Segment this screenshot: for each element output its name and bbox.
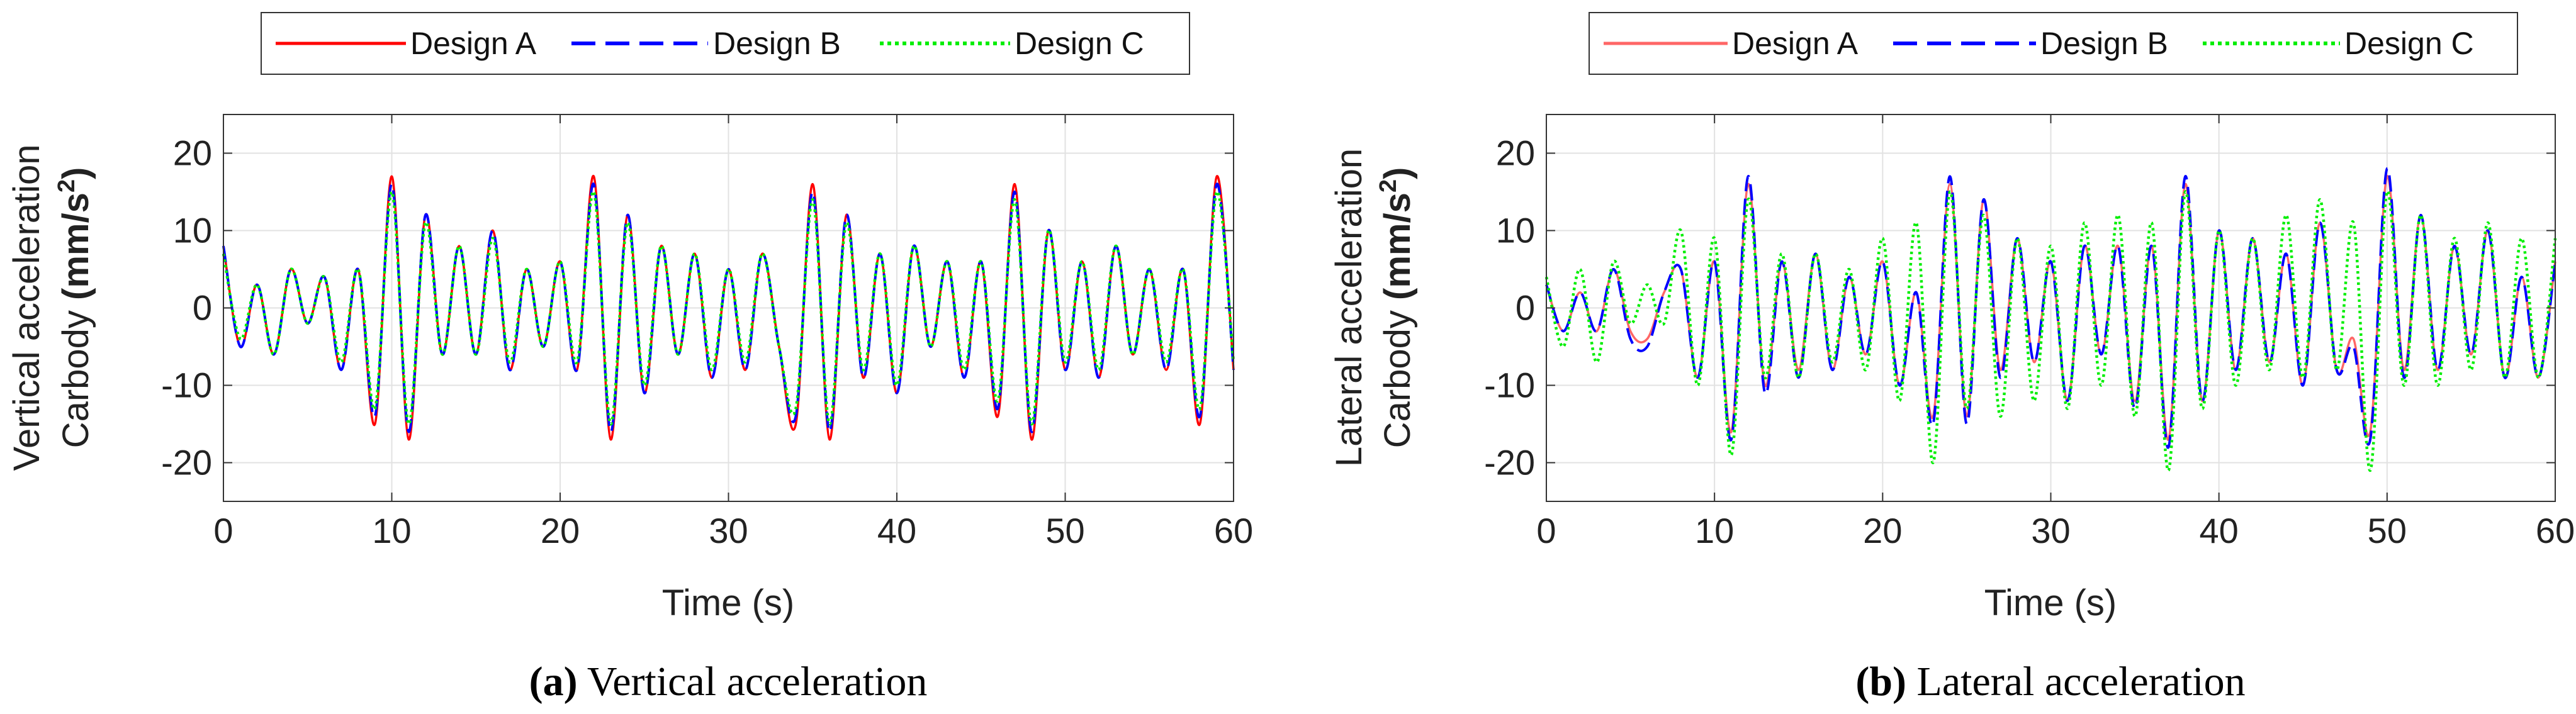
y-tick-label: -10	[161, 365, 212, 405]
gridlines	[223, 114, 1234, 501]
y-axis-label-line2: Carbody (mm/s2)	[53, 167, 96, 449]
y-tick-label: 10	[1496, 211, 1535, 250]
legend-label-design-c: Design C	[2344, 26, 2474, 61]
gridlines	[1546, 114, 2556, 501]
tick-labels: 0 10 20 30 40 50 60 -20 -10 0 10 20	[161, 133, 1253, 551]
x-tick-label: 20	[541, 511, 580, 550]
y-tick-label: 20	[1496, 133, 1535, 173]
y-axis-label-unit-sup: 2	[53, 179, 80, 192]
y-axis-label-prefix: Carbody	[55, 300, 96, 448]
axes: 0 10 20 30 40 50 60 -20 -10 0 10 20	[1484, 114, 2575, 550]
series-line-design-c	[222, 190, 1235, 426]
x-tick-label: 30	[2031, 511, 2070, 550]
y-axis-label-unit-end: )	[1377, 167, 1418, 179]
y-tick-label: 10	[173, 211, 212, 250]
y-tick-label: 0	[1516, 288, 1535, 328]
x-tick-label: 0	[1536, 511, 1556, 550]
x-tick-label: 30	[709, 511, 748, 550]
x-tick-label: 60	[1214, 511, 1253, 550]
y-axis-label-line2: Carbody (mm/s2)	[1375, 167, 1418, 449]
caption-text: Vertical acceleration	[587, 659, 927, 705]
caption-letter: (a)	[529, 659, 578, 705]
series-line-design-c	[1544, 189, 2557, 472]
x-tick-label: 20	[1863, 511, 1902, 550]
legend-label-design-b: Design B	[2040, 26, 2168, 61]
legend-label-design-c: Design C	[1015, 26, 1144, 61]
tick-marks	[223, 114, 1234, 501]
x-tick-label: 40	[2200, 511, 2239, 550]
y-tick-label: -20	[161, 443, 212, 483]
y-axis-label-unit-end: )	[55, 167, 96, 179]
series-line-design-b	[222, 182, 1235, 433]
data-lines	[222, 175, 1235, 441]
x-tick-label: 50	[1045, 511, 1084, 550]
panel-caption: (a) Vertical acceleration	[529, 659, 928, 705]
y-axis-label-prefix: Carbody	[1377, 300, 1418, 448]
legend: Design A Design B Design C	[261, 12, 1190, 75]
y-axis-label-unit-sup: 2	[1375, 179, 1402, 192]
x-axis-label: Time (s)	[662, 583, 794, 623]
tick-marks	[1546, 114, 2556, 501]
x-tick-label: 50	[2368, 511, 2407, 550]
legend: Design A Design B Design C	[1589, 12, 2518, 75]
x-tick-label: 10	[1695, 511, 1734, 550]
panel-vertical-acceleration: Design A Design B Design C 0 10 20 30 40 50 60…	[6, 12, 1253, 705]
caption-text: Lateral acceleration	[1917, 659, 2246, 705]
x-tick-label: 40	[877, 511, 916, 550]
y-tick-label: -10	[1484, 365, 1535, 405]
caption-letter: (b)	[1855, 659, 1906, 705]
legend-label-design-a: Design A	[410, 26, 537, 61]
y-axis-label-line1: Lateral acceleration	[1329, 148, 1370, 467]
y-axis-label-unit: (mm/s	[55, 192, 96, 300]
tick-labels: 0 10 20 30 40 50 60 -20 -10 0 10 20	[1484, 133, 2575, 551]
y-tick-label: 20	[173, 133, 212, 173]
y-tick-label: 0	[193, 288, 212, 328]
panel-caption: (b) Lateral acceleration	[1855, 659, 2245, 705]
x-tick-label: 10	[372, 511, 411, 550]
legend-box	[261, 12, 1190, 75]
x-tick-label: 0	[213, 511, 233, 550]
x-tick-label: 60	[2536, 511, 2575, 550]
series-line-design-a	[222, 175, 1235, 441]
panel-lateral-acceleration: Design A Design B Design C 0 10 20 30 40 50 60…	[1329, 12, 2575, 705]
legend-label-design-a: Design A	[1732, 26, 1859, 61]
x-axis-label: Time (s)	[1984, 583, 2117, 623]
legend-label-design-b: Design B	[713, 26, 841, 61]
y-axis-label-unit: (mm/s	[1377, 192, 1418, 300]
data-lines	[1544, 167, 2557, 472]
legend-box	[1589, 12, 2518, 75]
y-tick-label: -20	[1484, 443, 1535, 483]
axes: 0 10 20 30 40 50 60 -20 -10 0 10 20	[161, 114, 1253, 550]
y-axis-label-line1: Vertical acceleration	[6, 144, 47, 471]
